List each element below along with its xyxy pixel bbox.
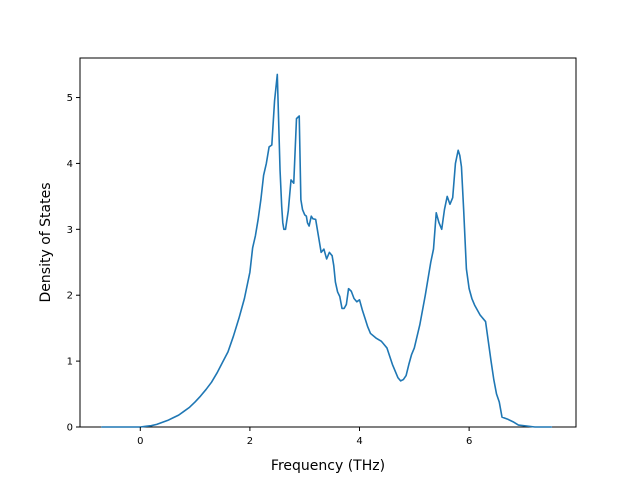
y-tick-label: 0 <box>67 423 73 434</box>
x-tick-label: 4 <box>356 436 362 447</box>
x-tick-label: 6 <box>466 436 472 447</box>
x-tick-label: 0 <box>137 436 143 447</box>
y-axis-label: Density of States <box>38 183 54 303</box>
y-tick-label: 1 <box>67 357 73 368</box>
y-tick-label: 2 <box>67 291 73 302</box>
series-line-density-of-states <box>101 73 553 428</box>
y-axis-ticks: 0 1 2 3 4 5 <box>67 93 80 434</box>
plot-frame <box>79 57 577 428</box>
y-tick-label: 3 <box>67 225 73 236</box>
x-tick-label: 2 <box>247 436 253 447</box>
x-axis-ticks: 0 2 4 6 <box>137 427 472 447</box>
y-tick-label: 4 <box>67 159 73 170</box>
x-axis-label: Frequency (THz) <box>271 458 385 474</box>
y-tick-label: 5 <box>67 93 73 104</box>
